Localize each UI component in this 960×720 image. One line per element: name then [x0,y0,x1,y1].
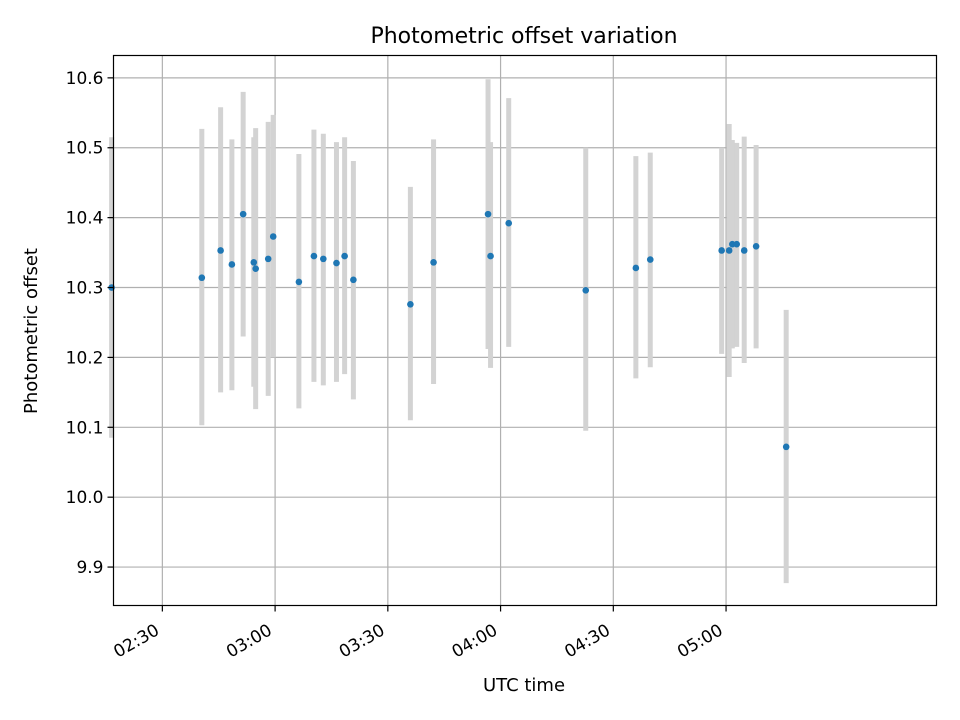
y-tick-label: 10.6 [66,69,104,89]
data-point [217,247,224,254]
y-tick-label: 10.0 [66,488,104,508]
data-point [239,210,247,218]
x-tick-label: 02:30 [110,621,162,663]
y-tick-label: 9.9 [76,558,103,578]
x-axis-ticks: 02:30 03:00 03:30 04:00 04:30 05:00 [110,605,727,663]
x-tick-label: 04:00 [449,621,501,663]
plot-frame [112,54,938,607]
data-point [269,233,277,240]
data-points [108,210,790,451]
data-point [333,259,340,267]
y-tick-label: 10.3 [66,279,104,299]
data-point [582,287,590,294]
data-point [430,259,437,266]
data-point [632,264,640,272]
data-point [264,255,272,263]
data-point [228,261,236,268]
x-tick-label: 04:30 [561,621,613,663]
data-point [487,252,494,260]
data-point [484,210,492,218]
data-point [740,247,748,254]
data-point [407,300,414,308]
data-point [505,219,513,227]
y-tick-label: 10.2 [66,348,104,368]
data-point [350,276,357,284]
x-tick-label: 03:00 [223,621,275,663]
data-point [250,259,258,266]
x-axis-label: UTC time [483,675,565,696]
data-point [752,242,760,250]
data-point [310,252,318,260]
y-tick-label: 10.4 [66,209,104,229]
data-point [646,256,654,263]
x-tick-label: 03:30 [336,621,388,663]
y-tick-label: 10.1 [66,418,104,438]
y-axis-ticks: 9.9 10.0 10.1 10.2 10.3 10.4 10.5 10.6 [66,69,114,578]
data-point [252,265,259,272]
data-point [733,240,741,248]
data-point [295,278,303,286]
data-point [782,443,790,451]
data-point [341,252,348,260]
grid-lines [113,55,937,606]
data-point [198,274,206,282]
x-tick-label: 05:00 [674,621,726,663]
data-point [718,247,725,254]
data-point [725,247,733,254]
y-tick-label: 10.5 [66,139,104,159]
y-axis-label: Photometric offset [21,248,42,414]
chart-title: Photometric offset variation [370,24,677,49]
error-bars [109,79,789,584]
data-point [320,255,327,263]
